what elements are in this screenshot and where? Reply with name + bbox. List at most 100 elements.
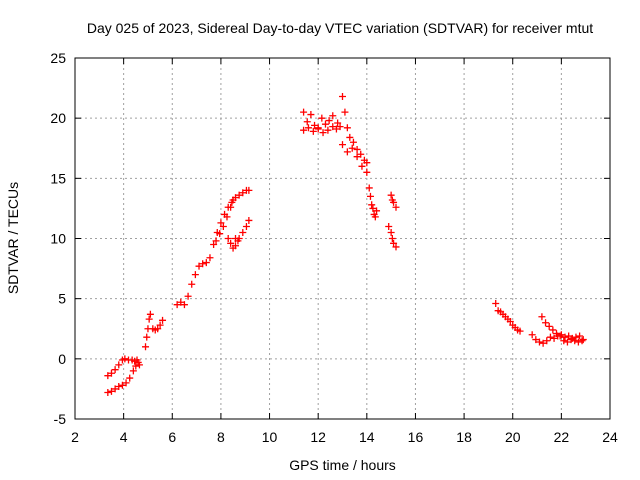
data-point <box>341 108 349 116</box>
data-point <box>177 298 185 306</box>
data-point <box>553 330 560 338</box>
data-point <box>358 162 366 170</box>
data-point <box>242 222 250 230</box>
data-point <box>325 117 333 125</box>
data-point <box>104 372 112 380</box>
data-point <box>392 203 400 211</box>
data-point <box>329 112 337 120</box>
data-point <box>388 235 396 242</box>
x-tick-label: 10 <box>262 429 278 445</box>
data-point <box>206 254 214 262</box>
series-arc-6b <box>538 313 586 346</box>
data-point <box>578 337 586 345</box>
data-point <box>319 129 327 137</box>
data-point <box>535 338 543 346</box>
data-point <box>363 159 371 167</box>
series-arc-5 <box>492 299 524 335</box>
data-point <box>191 271 199 279</box>
data-point <box>107 387 115 395</box>
data-point <box>227 239 235 247</box>
data-point <box>368 201 376 209</box>
plot-frame <box>74 57 611 420</box>
data-point <box>115 361 123 369</box>
data-point <box>390 198 398 206</box>
data-point <box>363 168 371 176</box>
x-tick-label: 14 <box>359 429 375 445</box>
data-point <box>234 237 242 245</box>
series-arc-6 <box>528 331 587 347</box>
series-arc-4e <box>387 191 400 211</box>
data-point <box>538 313 546 321</box>
data-point <box>300 126 308 134</box>
data-point <box>373 207 381 215</box>
data-point <box>235 191 243 199</box>
data-point <box>565 332 573 340</box>
data-point <box>227 203 235 211</box>
series-arc-3c <box>224 235 242 252</box>
data-point <box>563 338 571 346</box>
data-point <box>516 327 524 335</box>
data-point <box>336 123 344 131</box>
y-tick-label: 25 <box>50 50 66 66</box>
data-point <box>539 339 547 347</box>
data-point <box>223 213 231 221</box>
data-point <box>135 361 143 369</box>
data-point <box>111 385 119 393</box>
data-point <box>571 337 579 345</box>
data-point <box>210 241 218 249</box>
data-point <box>121 355 129 363</box>
data-point <box>111 366 119 374</box>
data-point <box>311 121 319 129</box>
x-axis-label: GPS time / hours <box>289 457 396 473</box>
data-point <box>390 239 398 247</box>
data-point <box>217 219 225 227</box>
series-arc-4 <box>300 93 371 176</box>
data-point <box>159 316 167 324</box>
data-point <box>132 362 140 370</box>
data-point <box>334 119 342 127</box>
data-point <box>239 228 247 236</box>
data-point <box>557 331 565 339</box>
data-point <box>545 322 553 330</box>
data-point <box>180 301 188 309</box>
data-point <box>122 379 130 387</box>
data-point <box>303 118 311 126</box>
data-point <box>567 336 575 344</box>
series-arc-4c <box>365 184 381 221</box>
data-point <box>229 196 237 204</box>
series-arc-2 <box>142 310 167 351</box>
data-point <box>579 336 587 344</box>
data-point <box>129 367 137 375</box>
data-point <box>146 310 154 318</box>
data-point <box>348 144 356 152</box>
data-point <box>318 114 326 122</box>
data-point <box>145 315 153 323</box>
data-point <box>156 321 164 329</box>
y-tick-label: 5 <box>58 291 66 307</box>
data-point <box>353 145 361 153</box>
data-point <box>528 331 536 339</box>
data-point <box>195 262 203 270</box>
data-point <box>561 333 569 341</box>
y-tick-label: 10 <box>50 231 66 247</box>
data-point <box>304 124 312 132</box>
data-point <box>572 333 580 341</box>
data-point <box>357 150 365 158</box>
data-point <box>346 133 354 141</box>
x-tick-label: 20 <box>505 429 521 445</box>
data-point <box>339 93 346 101</box>
data-point <box>349 138 357 146</box>
series-arc-1b <box>104 358 143 397</box>
data-point <box>343 124 351 132</box>
data-point <box>387 228 395 236</box>
data-point <box>387 191 395 199</box>
series-arc-1a <box>104 355 141 380</box>
data-point <box>224 235 232 242</box>
x-tick-label: 4 <box>120 429 128 445</box>
y-tick-label: 0 <box>58 351 66 367</box>
data-point <box>216 230 224 238</box>
data-point <box>184 292 192 300</box>
data-point <box>353 153 361 161</box>
data-point <box>550 334 558 342</box>
